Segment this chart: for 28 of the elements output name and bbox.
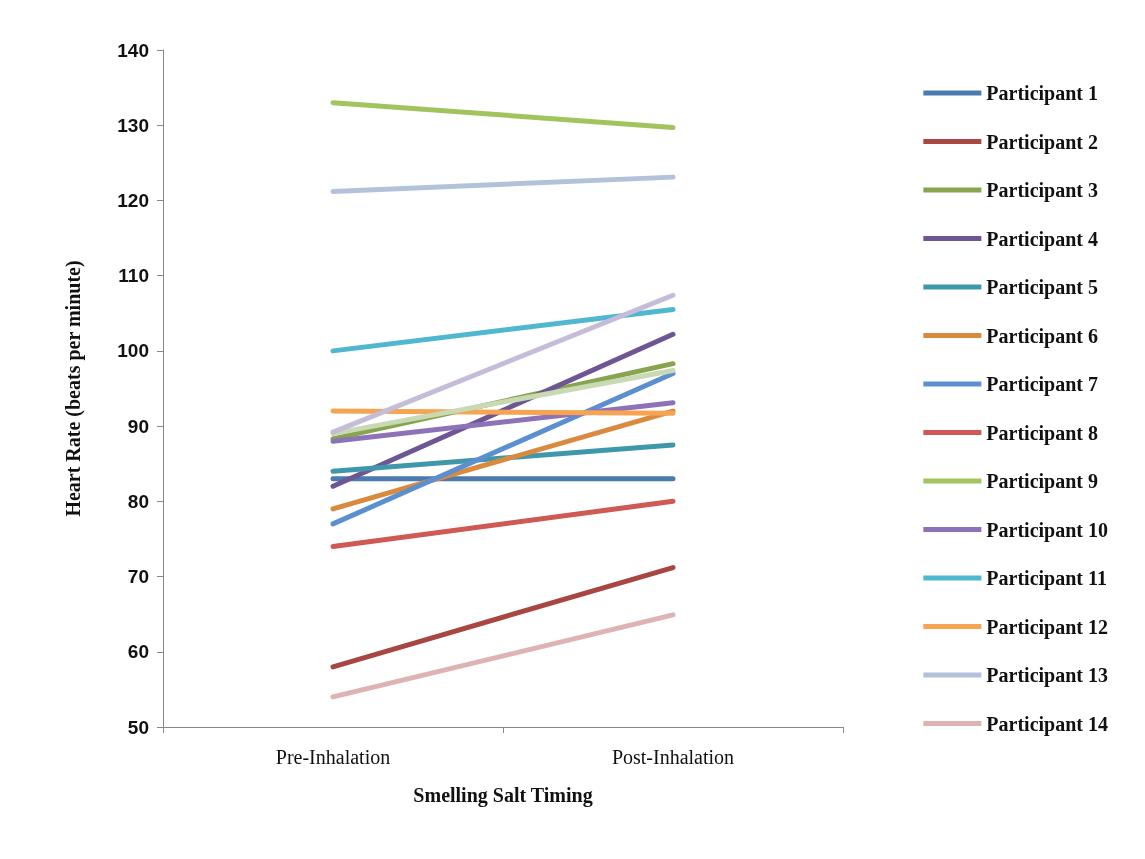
legend-label: Participant 9: [986, 470, 1099, 493]
y-tick-label: 140: [117, 39, 149, 61]
legend-label: Participant 10: [986, 518, 1109, 542]
legend-label: Participant 3: [986, 179, 1099, 202]
legend-label: Participant 13: [986, 664, 1109, 687]
legend-label: Participant 2: [986, 130, 1099, 154]
y-tick-label: 130: [117, 114, 149, 136]
y-tick-label: 60: [127, 641, 149, 663]
y-axis-title: Heart Rate (beats per minute): [62, 260, 85, 517]
legend-label: Participant 7: [986, 373, 1099, 396]
legend-label: Participant 11: [986, 567, 1107, 590]
legend-label: Participant 6: [986, 324, 1099, 348]
legend-label: Participant 5: [986, 276, 1099, 299]
legend-label: Participant 4: [986, 227, 1099, 251]
y-tick-label: 120: [117, 189, 149, 211]
y-tick-label: 50: [127, 716, 149, 738]
x-axis-title: Smelling Salt Timing: [413, 784, 593, 807]
y-tick-label: 80: [127, 490, 149, 512]
y-tick-label: 100: [117, 340, 149, 362]
legend-label: Participant 1: [986, 82, 1099, 105]
x-tick-label: Post-Inhalation: [611, 746, 735, 768]
x-tick-label: Pre-Inhalation: [275, 746, 391, 768]
legend-label: Participant 8: [986, 421, 1099, 445]
legend-label: Participant 14: [986, 712, 1109, 736]
y-tick-label: 110: [118, 265, 149, 287]
legend-label: Participant 12: [986, 615, 1109, 639]
y-tick-label: 90: [127, 415, 149, 437]
y-tick-label: 70: [127, 566, 149, 588]
